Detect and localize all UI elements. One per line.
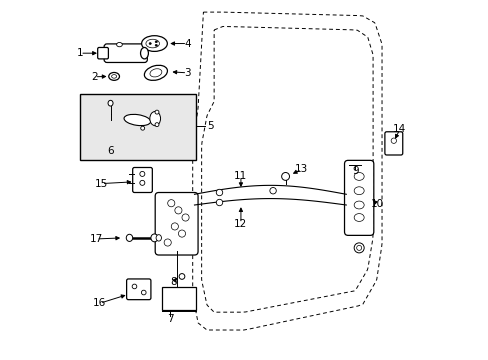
Ellipse shape	[145, 39, 159, 48]
Ellipse shape	[178, 230, 185, 237]
Ellipse shape	[141, 126, 144, 130]
Text: 11: 11	[234, 171, 247, 181]
Text: 8: 8	[170, 277, 177, 287]
Ellipse shape	[140, 171, 144, 176]
FancyBboxPatch shape	[384, 132, 402, 155]
Ellipse shape	[150, 69, 162, 77]
FancyBboxPatch shape	[98, 48, 108, 59]
Text: 14: 14	[392, 124, 406, 134]
Ellipse shape	[142, 36, 167, 51]
Ellipse shape	[141, 290, 146, 295]
Text: 7: 7	[166, 314, 173, 324]
Ellipse shape	[167, 200, 175, 207]
Ellipse shape	[353, 172, 364, 180]
Ellipse shape	[269, 188, 276, 194]
FancyBboxPatch shape	[126, 279, 151, 300]
Text: 5: 5	[206, 121, 213, 131]
Text: 6: 6	[107, 147, 114, 157]
Text: 3: 3	[183, 68, 190, 78]
Ellipse shape	[175, 207, 182, 214]
Ellipse shape	[216, 199, 222, 206]
Ellipse shape	[353, 201, 364, 209]
Ellipse shape	[155, 110, 159, 114]
FancyBboxPatch shape	[104, 44, 147, 63]
Ellipse shape	[171, 223, 178, 230]
Text: 4: 4	[183, 39, 190, 49]
Ellipse shape	[182, 214, 189, 221]
Ellipse shape	[353, 213, 364, 221]
FancyBboxPatch shape	[132, 167, 152, 193]
Ellipse shape	[132, 284, 137, 289]
Text: 16: 16	[93, 298, 106, 308]
Ellipse shape	[140, 48, 148, 59]
Ellipse shape	[108, 100, 113, 106]
Ellipse shape	[164, 239, 171, 246]
Text: 1: 1	[77, 48, 83, 58]
Ellipse shape	[149, 42, 151, 44]
Text: 9: 9	[351, 166, 358, 176]
Ellipse shape	[156, 235, 161, 241]
Text: 10: 10	[370, 199, 383, 209]
FancyBboxPatch shape	[155, 193, 198, 255]
Ellipse shape	[390, 138, 396, 143]
Text: 12: 12	[234, 219, 247, 229]
Text: 2: 2	[91, 72, 98, 82]
Ellipse shape	[356, 246, 361, 250]
Ellipse shape	[124, 114, 150, 126]
Ellipse shape	[108, 72, 119, 80]
Text: 13: 13	[294, 164, 307, 174]
Ellipse shape	[149, 111, 160, 126]
FancyBboxPatch shape	[344, 160, 373, 235]
Bar	[80, 94, 196, 160]
Bar	[162, 287, 196, 310]
Ellipse shape	[155, 44, 157, 46]
Ellipse shape	[111, 75, 116, 78]
Ellipse shape	[179, 274, 184, 279]
Ellipse shape	[353, 187, 364, 195]
Ellipse shape	[140, 180, 144, 185]
Ellipse shape	[116, 42, 122, 47]
Ellipse shape	[155, 123, 159, 127]
Ellipse shape	[151, 234, 158, 242]
Text: 17: 17	[89, 234, 102, 244]
Ellipse shape	[353, 243, 364, 253]
Ellipse shape	[126, 234, 132, 242]
Ellipse shape	[144, 65, 167, 80]
Ellipse shape	[155, 41, 157, 42]
Ellipse shape	[216, 189, 222, 196]
Text: 15: 15	[95, 179, 108, 189]
Ellipse shape	[281, 172, 289, 180]
